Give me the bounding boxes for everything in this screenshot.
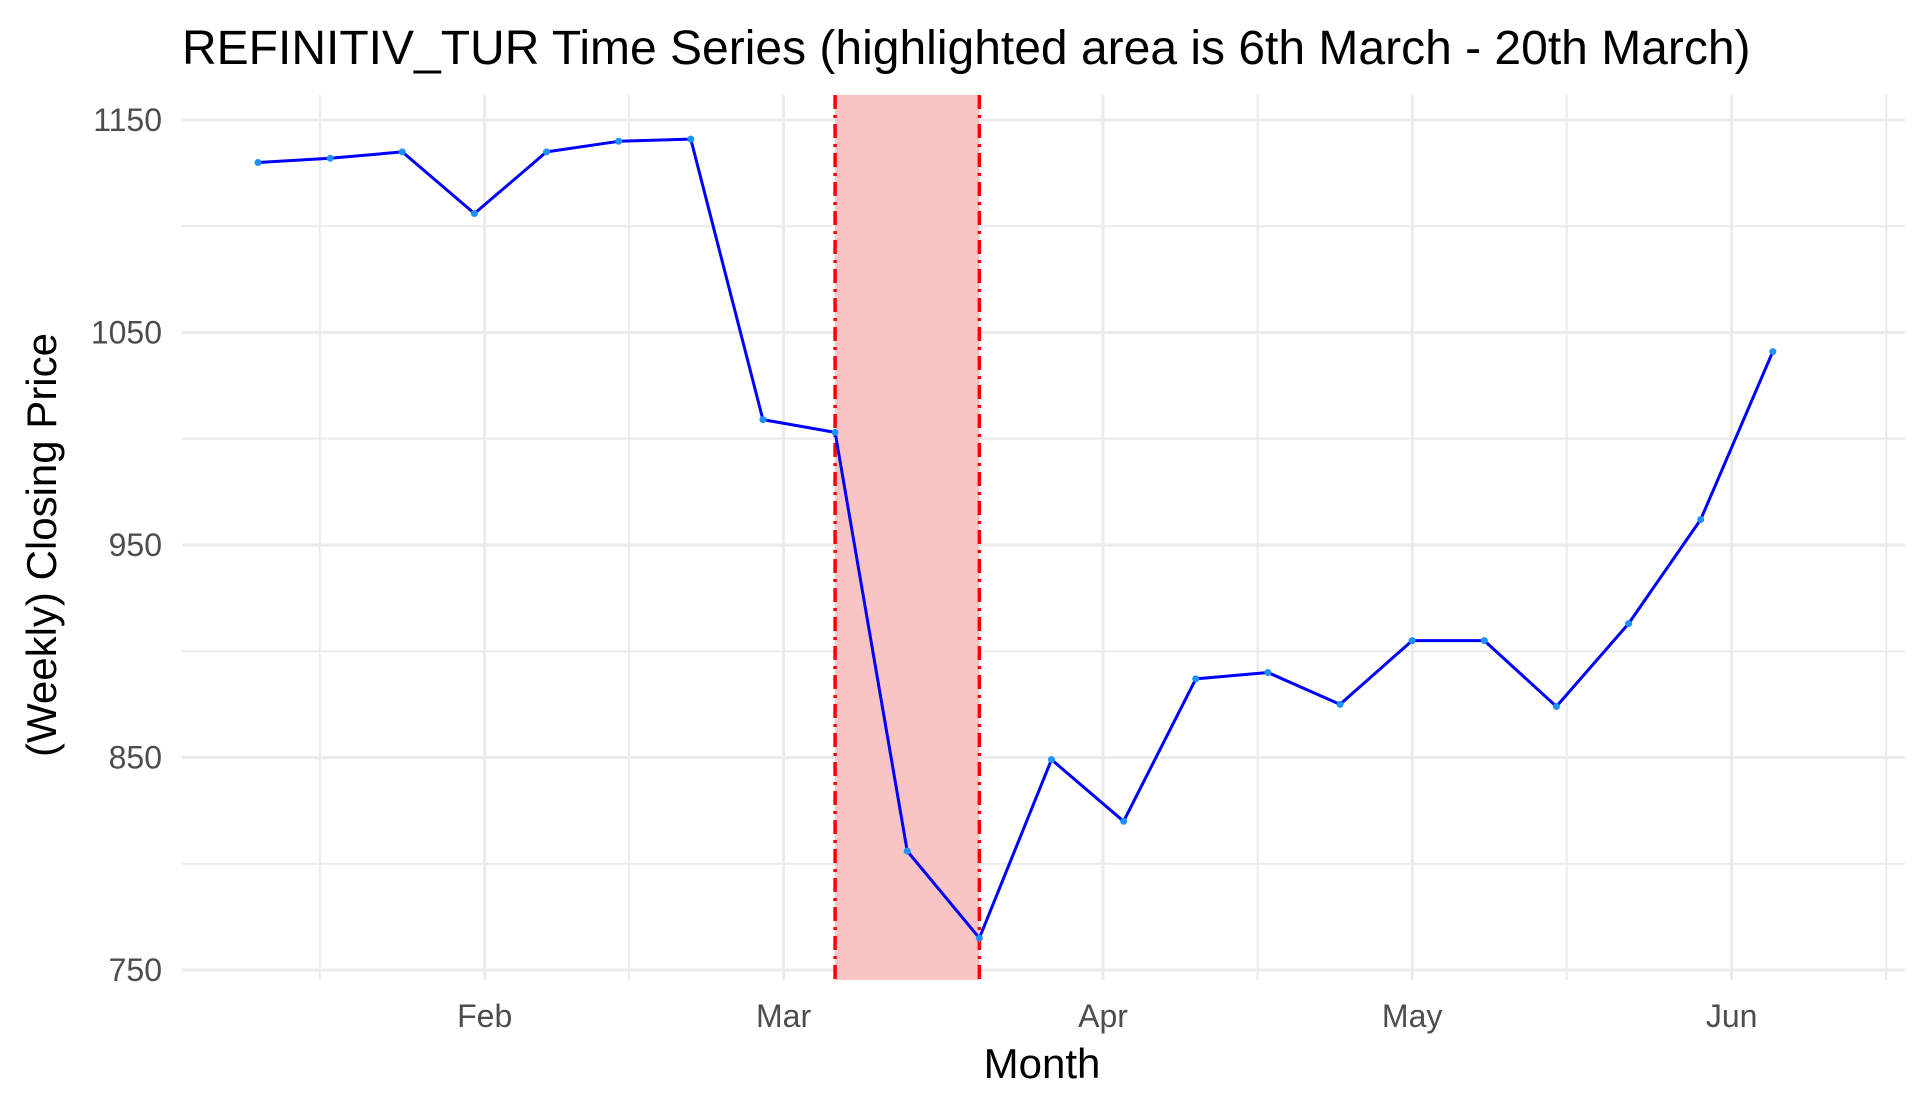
grid <box>182 95 1905 980</box>
x-tick-label: Mar <box>756 998 811 1034</box>
data-point <box>1480 637 1488 645</box>
series-line <box>257 137 1775 940</box>
data-point <box>543 148 551 156</box>
data-point <box>1120 817 1128 825</box>
x-tick-label: Jun <box>1706 998 1758 1034</box>
data-point <box>1408 637 1416 645</box>
data-point <box>831 428 839 436</box>
y-axis-title: (Weekly) Closing Price <box>18 333 65 757</box>
series-line-group <box>257 137 1775 940</box>
data-point <box>1047 756 1055 764</box>
x-tick-label: Feb <box>457 998 512 1034</box>
data-point <box>1697 516 1705 523</box>
data-point <box>1769 348 1777 356</box>
y-tick-label: 950 <box>109 527 162 563</box>
x-tick-label: Apr <box>1078 998 1128 1034</box>
data-point <box>615 137 623 145</box>
x-axis-title: Month <box>984 1040 1101 1087</box>
data-point <box>1625 620 1633 628</box>
y-tick-label: 1050 <box>91 315 162 351</box>
y-tick-label: 750 <box>109 952 162 988</box>
data-point <box>1192 675 1200 683</box>
data-point <box>326 154 334 162</box>
data-point <box>1264 669 1272 676</box>
data-point <box>254 159 262 166</box>
data-point <box>398 148 406 156</box>
data-point <box>903 847 911 855</box>
x-tick-label: May <box>1382 998 1442 1034</box>
data-point <box>1336 700 1344 708</box>
data-point <box>759 416 767 424</box>
data-point <box>975 934 983 942</box>
y-tick-label: 1150 <box>93 102 162 138</box>
data-point <box>1552 703 1560 710</box>
highlight-region <box>833 95 982 980</box>
series-points <box>254 135 1777 942</box>
x-axis-ticks: Feb Mar Apr May Jun <box>457 998 1757 1034</box>
data-point <box>687 135 695 143</box>
data-point <box>470 210 478 217</box>
y-axis-ticks: 1150 1050 950 850 750 <box>91 102 162 988</box>
y-tick-label: 850 <box>109 740 162 776</box>
highlight-band <box>835 95 980 980</box>
chart-title: REFINITIV_TUR Time Series (highlighted a… <box>182 22 1751 75</box>
